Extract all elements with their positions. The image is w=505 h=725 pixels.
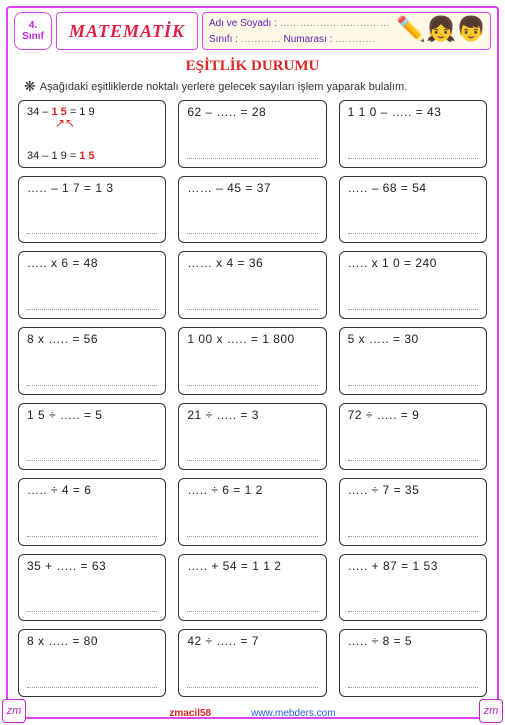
problem-card: 35 + ….. = 63 [18, 554, 166, 622]
grade-number: 4. [29, 20, 37, 31]
problem-card: ….. + 54 = 1 1 2 [178, 554, 326, 622]
problem-card: 21 ÷ ….. = 3 [178, 403, 326, 471]
website-url: www.mebders.com [251, 708, 335, 719]
flower-icon: ❋ [24, 78, 36, 95]
equation: 42 ÷ ….. = 7 [187, 634, 317, 648]
equation: …… – 45 = 37 [187, 181, 317, 195]
work-line [27, 299, 157, 310]
work-line [27, 223, 157, 234]
work-line [187, 450, 317, 461]
work-line [187, 148, 317, 159]
header: 4. Sınıf MATEMATİK Adı ve Soyadı : ……………… [14, 12, 491, 50]
example-line2: 34 – 1 9 = 1 5 [27, 149, 157, 163]
equation: 1 5 ÷ ….. = 5 [27, 408, 157, 422]
work-line [348, 223, 478, 234]
equation: 8 x ….. = 80 [27, 634, 157, 648]
equation: ….. x 1 0 = 240 [348, 256, 478, 270]
problem-grid: 34 – 1 5 = 1 9 ↗↖ 34 – 1 9 = 1 5 62 – ….… [18, 100, 487, 697]
problem-card: ….. x 6 = 48 [18, 251, 166, 319]
work-line [27, 526, 157, 537]
equation: ….. ÷ 8 = 5 [348, 634, 478, 648]
problem-card: ….. – 1 7 = 1 3 [18, 176, 166, 244]
instruction: ❋ Aşağıdaki eşitliklerde noktalı yerlere… [24, 78, 491, 95]
equation: 72 ÷ ….. = 9 [348, 408, 478, 422]
title-box: MATEMATİK [56, 12, 198, 50]
work-line [348, 601, 478, 612]
problem-card: …… – 45 = 37 [178, 176, 326, 244]
problem-card: 1 5 ÷ ….. = 5 [18, 403, 166, 471]
work-line [187, 299, 317, 310]
equation: 35 + ….. = 63 [27, 559, 157, 573]
equation: ….. ÷ 7 = 35 [348, 483, 478, 497]
problem-card: ….. – 68 = 54 [339, 176, 487, 244]
section-title: EŞİTLİK DURUMU [0, 58, 505, 75]
equation: ….. – 1 7 = 1 3 [27, 181, 157, 195]
equation: 8 x ….. = 56 [27, 332, 157, 346]
problem-card: 72 ÷ ….. = 9 [339, 403, 487, 471]
work-line [348, 299, 478, 310]
problem-card: …… x 4 = 36 [178, 251, 326, 319]
kids-icon: ✏️👧👦 [396, 15, 486, 44]
example-card: 34 – 1 5 = 1 9 ↗↖ 34 – 1 9 = 1 5 [18, 100, 166, 168]
problem-card: ….. + 87 = 1 53 [339, 554, 487, 622]
grade-badge: 4. Sınıf [14, 12, 52, 50]
problem-card: ….. ÷ 7 = 35 [339, 478, 487, 546]
equation: 21 ÷ ….. = 3 [187, 408, 317, 422]
footer: zmacil58 www.mebders.com [0, 708, 505, 719]
arrow-icon: ↗↖ [55, 119, 157, 127]
grade-label: Sınıf [22, 31, 44, 42]
problem-card: ….. ÷ 4 = 6 [18, 478, 166, 546]
subject-title: MATEMATİK [69, 21, 185, 42]
work-line [348, 375, 478, 386]
work-line [187, 223, 317, 234]
worksheet-page: zm zm 4. Sınıf MATEMATİK Adı ve Soyadı :… [0, 0, 505, 725]
problem-card: ….. ÷ 6 = 1 2 [178, 478, 326, 546]
work-line [27, 677, 157, 688]
equation: 5 x ….. = 30 [348, 332, 478, 346]
equation: 62 – ….. = 28 [187, 105, 317, 119]
work-line [348, 677, 478, 688]
equation: ….. ÷ 4 = 6 [27, 483, 157, 497]
problem-card: 42 ÷ ….. = 7 [178, 629, 326, 697]
student-info: Adı ve Soyadı : …………………………… Sınıfı : ………… [202, 12, 491, 50]
problem-card: 5 x ….. = 30 [339, 327, 487, 395]
work-line [187, 375, 317, 386]
equation: ….. + 54 = 1 1 2 [187, 559, 317, 573]
equation: ….. ÷ 6 = 1 2 [187, 483, 317, 497]
equation: 1 1 0 – ….. = 43 [348, 105, 478, 119]
work-line [348, 526, 478, 537]
problem-card: ….. x 1 0 = 240 [339, 251, 487, 319]
equation: 1 00 x ….. = 1 800 [187, 332, 317, 346]
problem-card: 1 00 x ….. = 1 800 [178, 327, 326, 395]
problem-card: 1 1 0 – ….. = 43 [339, 100, 487, 168]
work-line [187, 677, 317, 688]
author-tag: zmacil58 [169, 708, 211, 719]
equation: …… x 4 = 36 [187, 256, 317, 270]
problem-card: 62 – ….. = 28 [178, 100, 326, 168]
problem-card: ….. ÷ 8 = 5 [339, 629, 487, 697]
work-line [348, 450, 478, 461]
problem-card: 8 x ….. = 80 [18, 629, 166, 697]
instruction-text: Aşağıdaki eşitliklerde noktalı yerlere g… [40, 81, 407, 93]
equation: ….. – 68 = 54 [348, 181, 478, 195]
work-line [348, 148, 478, 159]
example-line1: 34 – 1 5 = 1 9 ↗↖ [27, 105, 157, 127]
equation: ….. x 6 = 48 [27, 256, 157, 270]
work-line [27, 450, 157, 461]
problem-card: 8 x ….. = 56 [18, 327, 166, 395]
work-line [187, 601, 317, 612]
work-line [187, 526, 317, 537]
work-line [27, 601, 157, 612]
equation: ….. + 87 = 1 53 [348, 559, 478, 573]
work-line [27, 375, 157, 386]
